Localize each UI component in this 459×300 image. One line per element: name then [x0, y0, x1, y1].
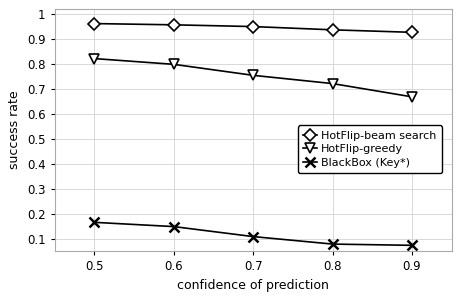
- BlackBox (Key*): [329, 242, 335, 246]
- HotFlip-greedy: [250, 74, 255, 77]
- HotFlip-beam search: [250, 25, 255, 28]
- BlackBox (Key*): [409, 244, 414, 247]
- HotFlip-beam search: [409, 31, 414, 34]
- HotFlip-beam search: [171, 23, 176, 27]
- BlackBox (Key*): [91, 220, 97, 224]
- Line: HotFlip-greedy: HotFlip-greedy: [89, 54, 416, 102]
- BlackBox (Key*): [171, 225, 176, 228]
- HotFlip-greedy: [171, 62, 176, 66]
- Line: HotFlip-beam search: HotFlip-beam search: [90, 20, 415, 37]
- X-axis label: confidence of prediction: confidence of prediction: [177, 279, 328, 292]
- Y-axis label: success rate: success rate: [8, 91, 21, 169]
- HotFlip-greedy: [409, 95, 414, 99]
- HotFlip-greedy: [329, 82, 335, 85]
- HotFlip-beam search: [91, 22, 97, 26]
- Line: BlackBox (Key*): BlackBox (Key*): [89, 218, 416, 250]
- HotFlip-beam search: [329, 28, 335, 31]
- Legend: HotFlip-beam search, HotFlip-greedy, BlackBox (Key*): HotFlip-beam search, HotFlip-greedy, Bla…: [297, 125, 441, 173]
- BlackBox (Key*): [250, 235, 255, 238]
- HotFlip-greedy: [91, 57, 97, 60]
